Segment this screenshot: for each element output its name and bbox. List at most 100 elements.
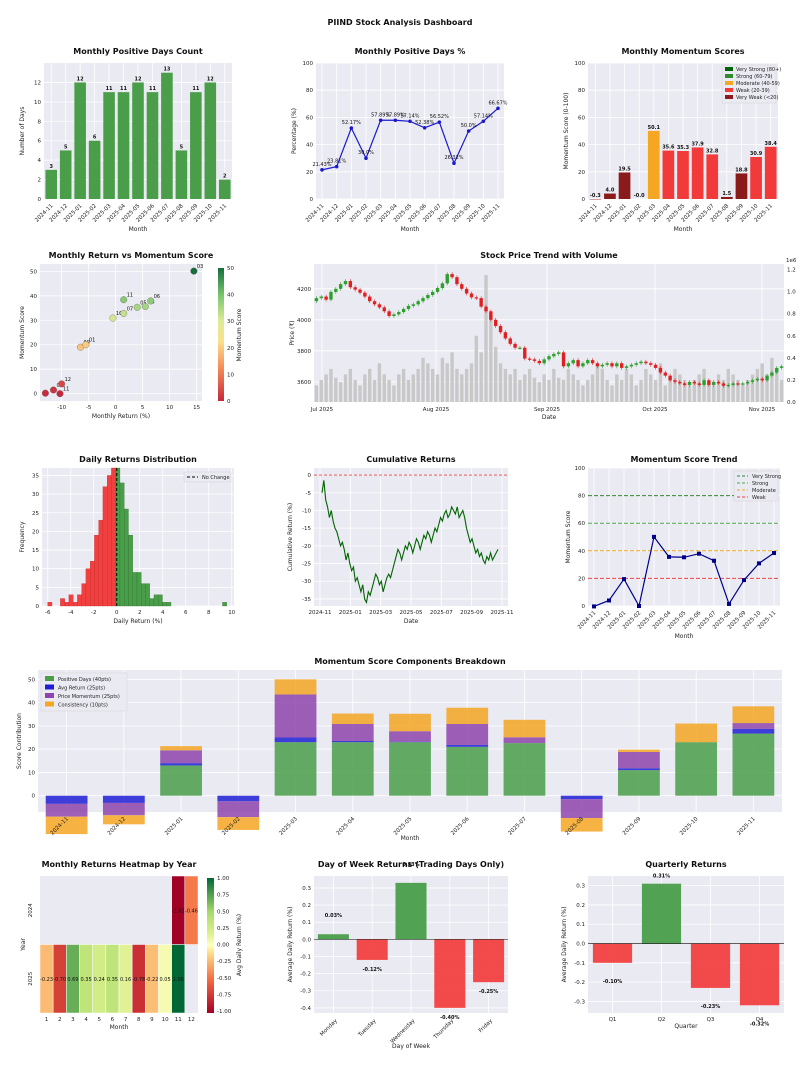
stacked-bar-segment [102,795,145,803]
data-point [757,561,761,566]
x-tick-label: 2025-03 [369,610,392,616]
stacked-bar-segment [160,765,202,796]
volume-bar [634,385,638,402]
y-axis-label: Percentage (%) [291,108,298,154]
volume-bar [653,379,658,402]
candle-body [484,306,488,312]
legend-box [40,672,128,712]
heatmap-cell-label: -0.46 [185,908,198,914]
candle-body [721,383,726,386]
volume-bar [382,374,386,402]
y-tick-label: 40 [578,549,585,555]
stacked-bar-segment [160,763,202,766]
candle-body [411,304,416,306]
legend-label: Very Strong (80+) [736,67,781,73]
x-tick-label: -10 [57,405,66,411]
x-tick-label: Nov 2025 [749,407,776,413]
point-value-label: 66.67% [488,100,507,106]
histogram-bar [222,602,227,607]
candle-body [469,293,474,298]
volume-bar [692,379,697,402]
bar-value-label: 18.8 [735,167,748,173]
y-axis-label: Score Contribution [16,713,23,769]
volume-bar [411,374,416,402]
scatter-point [120,296,128,304]
candle-body [508,338,512,344]
x-tick-label: 2025-10 [679,816,700,837]
volume-bar [590,374,595,402]
volume-bar [658,363,663,402]
y-tick-label: -15 [302,526,311,532]
candle-body [406,305,411,309]
volume-bar [372,379,377,402]
x-tick-label: 2025-09 [622,816,643,837]
data-point [667,554,671,559]
candle-body [329,291,333,300]
point-label: 11 [63,387,69,393]
chart-title: Cumulative Returns [366,455,455,464]
point-label: 03 [197,264,203,270]
x-tick-label: 2025-04 [336,816,357,837]
volume-bar [329,368,333,402]
x-tick-label: 10 [228,610,235,616]
y2-tick-label: 0.4 [787,356,796,362]
y2-tick-label: 0.6 [787,334,796,340]
bar [74,82,86,199]
y-tick-label: 0 [582,197,586,203]
x-tick-label: 0 [114,405,118,411]
x-tick-label: 2025-01 [164,816,184,836]
stacked-bar-segment [160,746,202,751]
data-point [378,118,383,123]
x-tick-label: Sep 2025 [534,407,561,413]
x-tick-label: 4 [161,610,165,616]
candle-body [741,383,745,385]
data-point [422,125,427,130]
x-tick-label: Friday [478,1018,495,1035]
scatter-point [109,314,117,322]
y-tick-label: -0.4 [300,1006,311,1012]
y-tick-label: 0 [32,794,36,800]
scatter-point [50,386,57,394]
stacked-bar-segment [331,741,374,743]
candle-body [610,363,614,367]
x-tick-label: -6 [45,610,51,616]
candle-body [532,359,537,361]
x-tick-label: 8 [137,1017,141,1023]
y-tick-label: 4000 [297,318,311,324]
bar-value-label: 19.5 [618,166,631,172]
bar-value-label: -0.25% [479,989,498,995]
chart-daily-returns-dist: Daily Returns Distribution05101520253035… [19,455,236,625]
y-tick-label: 20 [32,529,39,535]
volume-bar [435,374,440,402]
candle-body [387,311,391,316]
bar-value-label: 11 [106,86,113,92]
legend-label: Moderate (40-59) [736,81,780,87]
x-tick-label: 2025-01 [339,610,362,616]
y-axis-label: Momentum Score [19,306,26,359]
x-tick-label: 3 [71,1017,75,1023]
bar [750,156,762,199]
bar [473,939,505,983]
legend: Very Strong (80+)Strong (60-79)Moderate … [721,64,781,104]
x-axis-label: Quarter [674,1023,698,1030]
bar-value-label: -0.32% [750,1021,769,1027]
candle-body [707,380,711,385]
volume-bar [523,374,527,402]
volume-bar [571,374,575,402]
stacked-bar-segment [446,744,489,747]
y-tick-label: 30 [30,318,37,324]
y-axis-label: Avg Daily Return (%) [236,914,243,976]
y-tick-label: 10 [32,567,39,573]
y-tick-label: -30 [302,579,311,585]
stacked-bar-segment [274,737,317,743]
volume-bar [324,374,328,402]
stacked-bar-segment [732,733,775,796]
colorbar-tick-label: -0.75 [217,992,232,998]
x-tick-label: Wednesday [390,1018,417,1045]
stacked-bar-segment [503,743,546,796]
bar [690,943,731,988]
candle-body [435,288,440,292]
y-tick-label: 80 [578,494,585,500]
candle-body [779,366,784,368]
bar-value-label: 37.9 [691,141,704,147]
